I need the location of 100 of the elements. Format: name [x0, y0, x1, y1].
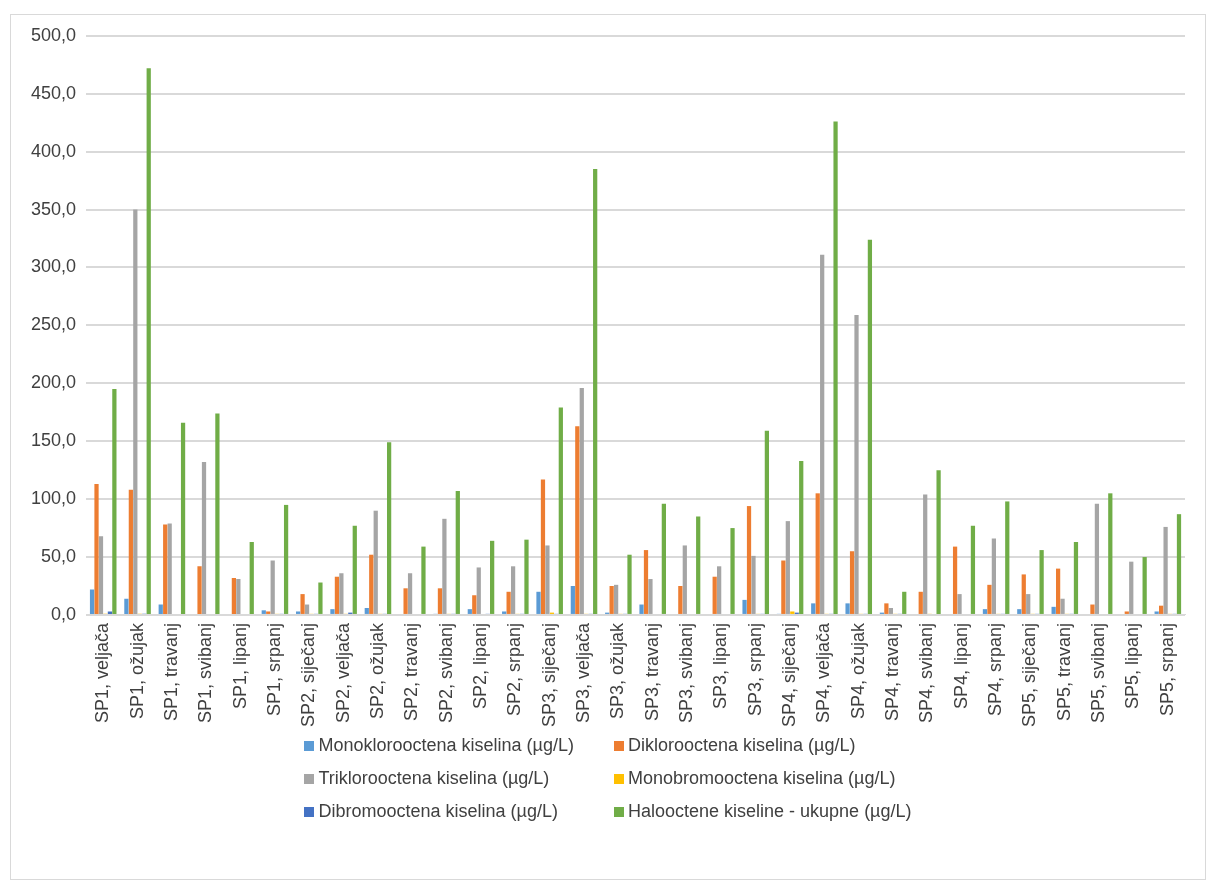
- bar: [334, 576, 340, 614]
- bar: [133, 209, 138, 614]
- bar: [820, 254, 825, 614]
- bar: [112, 389, 117, 614]
- bar: [421, 546, 426, 614]
- bar: [781, 560, 786, 614]
- x-tick-label: SP4, siječanj: [779, 622, 800, 728]
- bar: [678, 585, 683, 614]
- bar: [952, 546, 958, 614]
- bar: [1039, 550, 1044, 614]
- x-tick-label: SP1, srpanj: [263, 622, 284, 717]
- bar: [1017, 609, 1022, 614]
- bar: [1142, 557, 1147, 614]
- y-tick-label: 500,0: [31, 24, 77, 45]
- x-tick-label: SP4, veljača: [813, 621, 834, 724]
- bar: [124, 598, 129, 614]
- bar: [579, 387, 584, 614]
- bar: [923, 494, 928, 614]
- bar: [751, 555, 756, 614]
- legend-label: Monobromooctena kiselina (µg/L): [627, 768, 896, 789]
- bar: [609, 585, 614, 614]
- bar: [867, 239, 873, 614]
- bar: [472, 595, 477, 614]
- legend-label: Monoklorooctena kiselina (µg/L): [318, 735, 574, 756]
- bar: [455, 491, 460, 614]
- bar: [94, 484, 99, 614]
- x-tick-label: SP5, travanj: [1053, 622, 1074, 722]
- bar: [682, 545, 687, 614]
- x-tick-label: SP2, svibanj: [435, 622, 456, 724]
- bar: [1005, 501, 1010, 614]
- bar: [742, 599, 747, 614]
- bar: [231, 577, 237, 614]
- x-tick-label: SP1, svibanj: [195, 622, 216, 724]
- y-tick-label: 200,0: [31, 372, 77, 393]
- bar: [506, 591, 511, 614]
- bar: [236, 579, 241, 614]
- bar: [270, 560, 275, 614]
- bar: [201, 462, 207, 614]
- bar: [266, 611, 271, 614]
- bar: [639, 604, 644, 614]
- bar: [89, 589, 95, 614]
- x-tick-label: SP1, travanj: [160, 622, 181, 722]
- bar: [661, 503, 666, 614]
- bar: [936, 470, 941, 614]
- bar: [1129, 561, 1134, 614]
- x-tick-label: SP2, srpanj: [504, 622, 525, 717]
- y-tick-label: 300,0: [31, 256, 77, 277]
- bar: [1051, 606, 1056, 614]
- bar: [249, 541, 254, 614]
- x-tick-label: SP4, ožujak: [847, 621, 868, 720]
- bar: [510, 566, 516, 614]
- bar: [593, 169, 598, 614]
- bar: [575, 426, 580, 614]
- bar: [403, 588, 408, 614]
- bar: [107, 611, 113, 614]
- y-tick-label: 350,0: [31, 198, 77, 219]
- bar: [1154, 611, 1159, 614]
- bar: [128, 489, 133, 614]
- bar: [318, 582, 323, 614]
- bar: [158, 604, 163, 614]
- y-tick-label: 250,0: [31, 314, 77, 335]
- bar: [387, 442, 392, 614]
- bar: [888, 608, 893, 614]
- bar: [476, 567, 481, 614]
- x-tick-label: SP2, veljača: [332, 621, 353, 724]
- x-tick-label: SP4, srpanj: [985, 622, 1006, 717]
- bar: [490, 540, 495, 614]
- x-tick-label: SP2, lipanj: [469, 622, 490, 710]
- x-tick-label: SP4, travanj: [882, 622, 903, 722]
- bar: [799, 460, 804, 614]
- x-tick-label: SP5, lipanj: [1122, 622, 1143, 710]
- bar: [180, 422, 186, 614]
- bar: [918, 591, 923, 614]
- bar: [524, 539, 529, 614]
- bar: [1021, 574, 1026, 614]
- x-tick-label: SP3, siječanj: [538, 622, 559, 728]
- y-tick-label: 50,0: [41, 546, 77, 566]
- bar: [1060, 598, 1065, 614]
- bar: [987, 584, 992, 614]
- x-tick-label: SP5, svibanj: [1088, 622, 1109, 724]
- bar: [330, 609, 335, 614]
- legend-label: Halooctene kiseline - ukupne (µg/L): [627, 801, 912, 822]
- bar: [540, 479, 546, 614]
- bar: [884, 603, 889, 614]
- bar: [163, 524, 168, 614]
- y-tick-label: 450,0: [31, 82, 77, 103]
- bar: [1176, 514, 1182, 614]
- bar: [304, 604, 310, 614]
- bar: [627, 554, 632, 614]
- x-tick-label: SP5, siječanj: [1019, 622, 1040, 728]
- bar: [1026, 594, 1031, 614]
- bar: [1159, 605, 1164, 614]
- legend-label: Triklorooctena kiselina (µg/L): [318, 768, 550, 789]
- legend-label: Diklorooctena kiselina (µg/L): [627, 735, 856, 756]
- bar: [648, 579, 653, 614]
- bar: [854, 314, 859, 614]
- bar: [614, 584, 619, 614]
- y-tick-label: 0,0: [51, 603, 77, 624]
- bar: [261, 610, 266, 614]
- y-tick-label: 400,0: [31, 140, 77, 161]
